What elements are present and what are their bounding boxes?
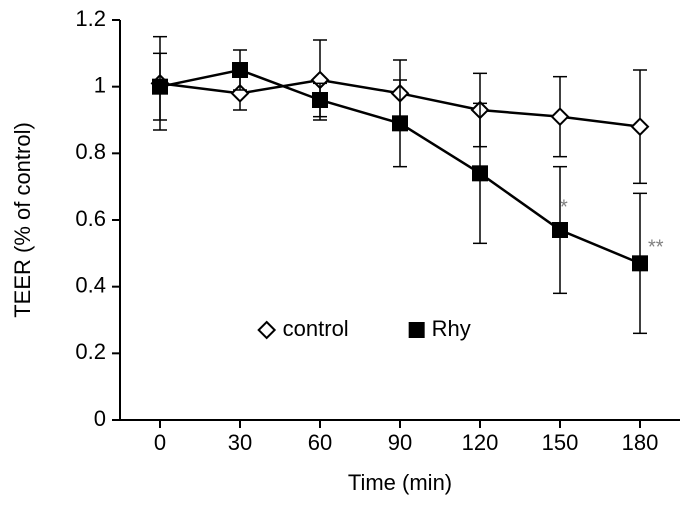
y-tick-label: 0.8 [75,139,106,164]
x-tick-label: 150 [542,430,579,455]
x-tick-label: 30 [228,430,252,455]
y-tick-label: 0 [94,406,106,431]
legend-label-Rhy: Rhy [432,316,471,341]
teer-chart: 0 0.2 0.4 0.6 0.8 1 1.2 0 30 60 90 120 150 180 TEER (%… [0,0,700,526]
x-tick-label: 180 [622,430,659,455]
y-tick-label: 1 [94,72,106,97]
x-tick-label: 120 [462,430,499,455]
x-tick-label: 60 [308,430,332,455]
x-axis-label: Time (min) [348,470,452,495]
y-tick-label: 0.6 [75,206,106,231]
x-tick-label: 90 [388,430,412,455]
y-tick-label: 0.4 [75,272,106,297]
legend-label-control: control [283,316,349,341]
y-tick-label: 0.2 [75,339,106,364]
y-axis-label: TEER (% of control) [10,122,35,318]
significance-annotation: * [560,196,568,218]
x-tick-label: 0 [154,430,166,455]
significance-annotation: ** [648,236,664,258]
y-tick-label: 1.2 [75,6,106,31]
